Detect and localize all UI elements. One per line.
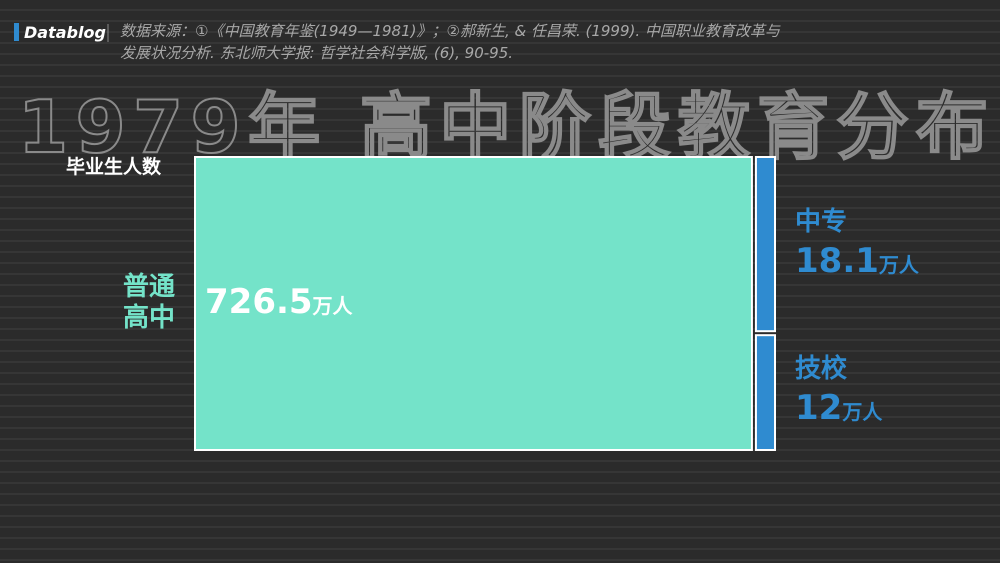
value-label: 12万人: [795, 388, 882, 429]
chart-title: 1979年 高中阶段教育分布: [18, 85, 988, 169]
y-axis-label: 毕业生人数: [66, 155, 162, 178]
unit: 万人: [842, 399, 883, 424]
source: 数据来源：①《中国教育年鉴(1949—1981)》；②郝新生, & 任昌荣. (…: [120, 22, 780, 62]
value: 18.1: [795, 241, 879, 282]
value: 12: [795, 387, 843, 428]
value: 726.5: [205, 281, 313, 322]
unit: 万人: [312, 293, 353, 318]
category-label: 普通高中: [122, 271, 175, 333]
value-label: 18.1万人: [795, 241, 919, 282]
value-label: 726.5万人: [205, 282, 353, 323]
treemap-cell: [194, 156, 753, 451]
category-label: 技校: [795, 353, 848, 384]
brand-bar: [14, 23, 19, 41]
brand: Datablog: [24, 23, 106, 42]
treemap-cell: [754, 156, 776, 333]
unit: 万人: [878, 253, 919, 278]
treemap-cell: [754, 334, 776, 451]
category-label: 中专: [795, 207, 848, 238]
